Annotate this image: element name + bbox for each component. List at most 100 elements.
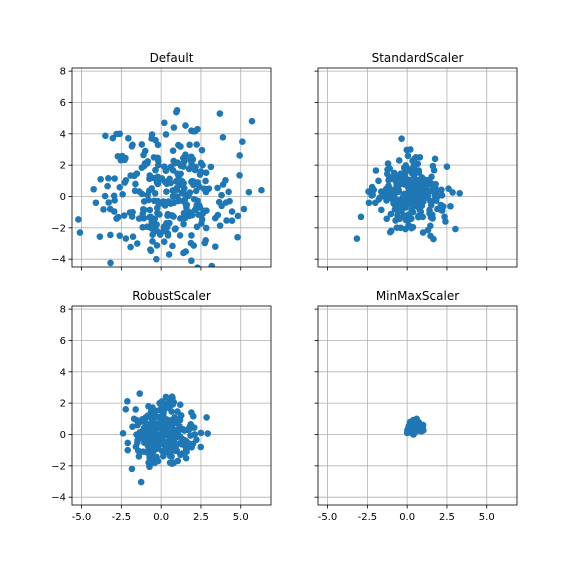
data-point bbox=[147, 247, 155, 255]
data-point bbox=[169, 400, 177, 408]
data-point bbox=[248, 117, 256, 125]
data-point bbox=[177, 162, 185, 170]
data-point bbox=[427, 232, 434, 240]
data-point bbox=[138, 164, 146, 172]
data-point bbox=[188, 161, 195, 168]
axes-frame bbox=[71, 305, 272, 506]
subplot-title: StandardScaler bbox=[372, 51, 464, 65]
y-tick-label: 2 bbox=[60, 161, 66, 172]
data-point bbox=[133, 240, 141, 247]
data-point bbox=[160, 198, 167, 205]
data-point bbox=[173, 447, 181, 455]
data-point bbox=[178, 439, 186, 447]
subplot-robustscaler: -5.0 -2.5 0.0 2.5 5.0 −4 −2 0 2 4 6 8 RobustScaler bbox=[51, 289, 272, 523]
data-point bbox=[245, 188, 253, 196]
data-point bbox=[412, 154, 420, 161]
data-point bbox=[375, 177, 382, 185]
data-point bbox=[132, 406, 139, 413]
data-point bbox=[105, 199, 112, 206]
data-point bbox=[154, 180, 162, 188]
data-point bbox=[134, 436, 141, 444]
data-point bbox=[189, 412, 197, 420]
y-tick-label: 8 bbox=[60, 305, 66, 316]
data-point bbox=[208, 262, 216, 267]
x-tick-label: -5.0 bbox=[318, 512, 338, 523]
data-point bbox=[218, 191, 225, 199]
data-point bbox=[163, 188, 170, 195]
data-point bbox=[452, 225, 459, 233]
data-point bbox=[410, 424, 417, 432]
data-point bbox=[436, 206, 444, 213]
y-tick-label: −2 bbox=[51, 461, 66, 472]
data-point bbox=[124, 446, 132, 454]
data-point bbox=[121, 179, 128, 186]
data-point bbox=[166, 175, 173, 183]
data-point bbox=[365, 199, 373, 207]
data-point bbox=[120, 212, 128, 219]
data-point bbox=[174, 457, 182, 465]
data-point bbox=[166, 438, 174, 446]
data-point bbox=[408, 169, 416, 177]
data-point bbox=[236, 172, 243, 179]
data-point bbox=[169, 192, 177, 200]
data-point bbox=[397, 224, 404, 232]
data-point bbox=[372, 167, 380, 174]
data-point bbox=[198, 216, 206, 223]
data-point bbox=[161, 430, 169, 438]
data-point bbox=[188, 232, 195, 239]
y-tick-label: −4 bbox=[51, 493, 66, 504]
data-point bbox=[202, 169, 210, 176]
data-point bbox=[190, 195, 198, 203]
axes-frame bbox=[317, 305, 518, 506]
data-point bbox=[430, 166, 438, 174]
data-point bbox=[144, 191, 151, 199]
data-point bbox=[138, 141, 146, 148]
data-point bbox=[90, 185, 97, 193]
data-point bbox=[137, 478, 145, 486]
data-point bbox=[173, 108, 180, 116]
x-tick-label: -2.5 bbox=[358, 512, 378, 523]
data-point bbox=[168, 432, 176, 440]
data-point bbox=[415, 167, 423, 174]
data-point bbox=[395, 157, 403, 164]
data-point bbox=[182, 151, 189, 159]
data-point bbox=[116, 184, 124, 191]
data-point bbox=[438, 191, 446, 199]
data-point bbox=[169, 147, 177, 154]
data-point bbox=[186, 141, 193, 149]
data-point bbox=[161, 448, 169, 456]
data-point bbox=[182, 445, 190, 453]
x-tick-label: -5.0 bbox=[72, 512, 92, 523]
x-tick-label: 2.5 bbox=[439, 512, 455, 523]
y-tick-label: 4 bbox=[60, 367, 66, 378]
data-point bbox=[119, 430, 127, 437]
data-point bbox=[168, 393, 176, 400]
data-point bbox=[383, 215, 391, 223]
data-point bbox=[105, 175, 112, 182]
data-point bbox=[130, 415, 138, 423]
data-point bbox=[149, 443, 156, 451]
x-tick-label: 0.0 bbox=[399, 512, 415, 523]
data-point bbox=[194, 264, 201, 267]
data-point bbox=[141, 439, 148, 446]
data-point bbox=[413, 200, 421, 208]
data-point bbox=[145, 421, 152, 429]
data-point bbox=[402, 168, 409, 176]
y-tick-label: 0 bbox=[60, 430, 66, 441]
data-point bbox=[193, 436, 200, 444]
data-point bbox=[101, 192, 109, 200]
data-point bbox=[441, 213, 448, 221]
data-point bbox=[179, 425, 187, 433]
data-point bbox=[100, 206, 107, 213]
data-point bbox=[384, 160, 392, 167]
data-point bbox=[188, 153, 195, 161]
data-point bbox=[150, 453, 158, 461]
data-point bbox=[418, 182, 426, 190]
data-point bbox=[176, 401, 184, 409]
data-point bbox=[179, 450, 186, 457]
x-tick-label: 5.0 bbox=[233, 512, 249, 523]
data-point bbox=[181, 214, 189, 222]
data-point bbox=[146, 457, 153, 465]
data-point bbox=[443, 163, 451, 171]
data-point bbox=[139, 448, 147, 455]
